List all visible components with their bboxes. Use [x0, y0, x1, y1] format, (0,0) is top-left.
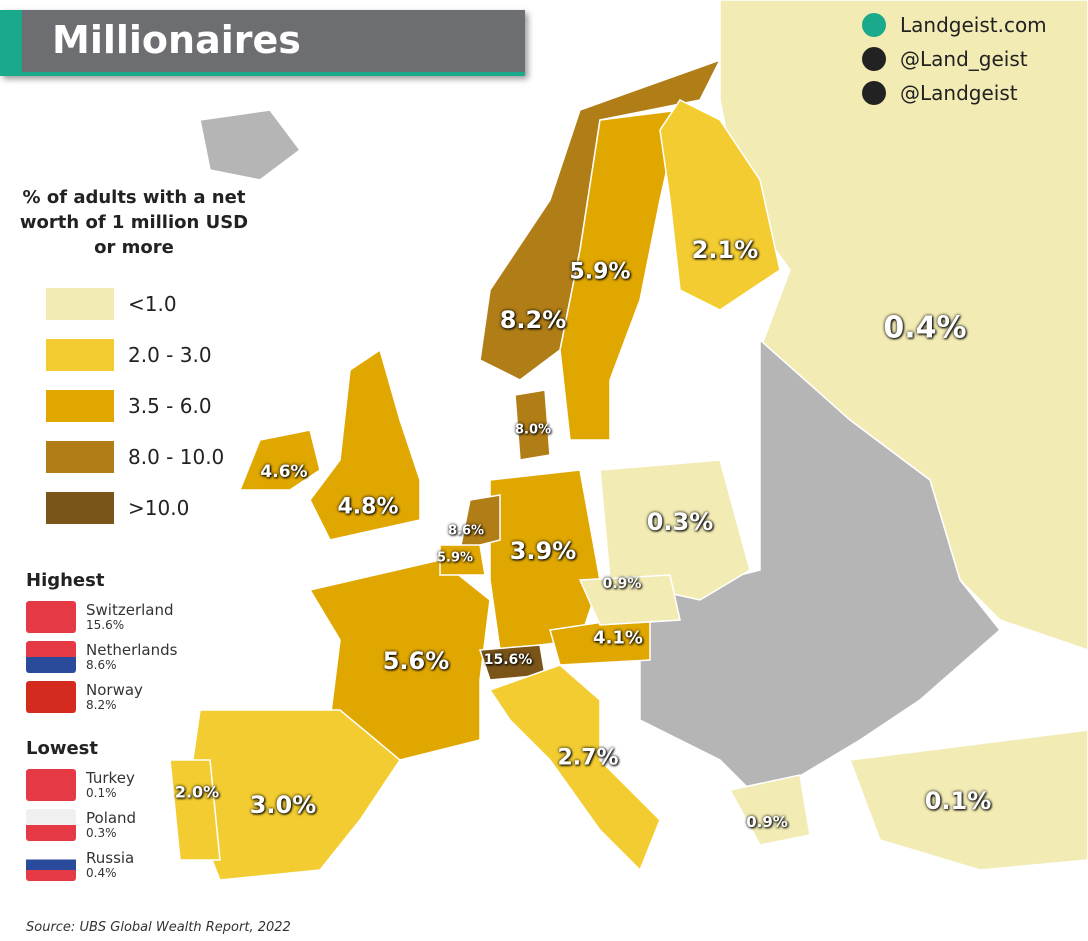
link-text[interactable]: @Landgeist	[900, 81, 1018, 105]
flag	[26, 769, 76, 801]
map-label: 5.9%	[569, 259, 631, 285]
legend-item: <1.0	[14, 278, 254, 329]
map-label: 0.9%	[602, 576, 642, 592]
source: Source: UBS Global Wealth Report, 2022	[26, 920, 291, 935]
rank-item: Russia 0.4%	[26, 845, 136, 885]
flag	[26, 809, 76, 841]
map-label: 4.1%	[593, 627, 643, 649]
rank-title: Lowest	[26, 738, 98, 759]
rank-country: Norway	[86, 681, 143, 699]
rank-value: 15.6%	[86, 618, 125, 632]
map-label: 0.4%	[883, 310, 967, 346]
legend: % of adults with a net worth of 1 millio…	[14, 185, 254, 533]
legend-label: 3.5 - 6.0	[128, 393, 212, 418]
map-label: 4.6%	[260, 462, 308, 482]
legend-item: 8.0 - 10.0	[14, 431, 254, 482]
link[interactable]: @Land_geist	[862, 42, 1047, 76]
rank-text: Turkey 0.1%	[86, 770, 135, 800]
map-label: 3.9%	[509, 537, 577, 565]
link-text[interactable]: @Land_geist	[900, 47, 1028, 71]
rank-value: 0.4%	[86, 866, 117, 880]
rank-text: Norway 8.2%	[86, 682, 143, 712]
map-label: 8.6%	[447, 523, 485, 539]
map-label: 0.3%	[646, 508, 714, 536]
italy	[488, 664, 661, 872]
rank-text: Poland 0.3%	[86, 810, 136, 840]
map-label: 3.0%	[249, 791, 317, 819]
legend-swatch	[46, 389, 114, 422]
links: Landgeist.com @Land_geist @Landgeist	[862, 8, 1047, 110]
rank-value: 8.2%	[86, 698, 117, 712]
portugal	[169, 759, 221, 861]
finland	[659, 99, 781, 311]
map-label: 0.1%	[924, 787, 992, 815]
map-label: 8.0%	[514, 422, 552, 438]
legend-item: 3.5 - 6.0	[14, 380, 254, 431]
legend-swatch	[46, 440, 114, 473]
map-label: 0.9%	[746, 813, 788, 831]
link-text[interactable]: Landgeist.com	[900, 13, 1047, 37]
map-label: 4.8%	[337, 494, 399, 520]
rank-text: Russia 0.4%	[86, 850, 134, 880]
rank-value: 0.3%	[86, 826, 117, 840]
czechia	[578, 574, 681, 626]
flag	[26, 681, 76, 713]
rank-value: 0.1%	[86, 786, 117, 800]
lowest: Lowest Turkey 0.1% Poland 0.3% Russia 0.4%	[26, 738, 136, 885]
map-label: 5.9%	[436, 550, 474, 566]
legend-label: <1.0	[128, 291, 177, 316]
netherlands	[459, 494, 501, 552]
denmark	[514, 389, 551, 461]
rank-country: Turkey	[86, 769, 135, 787]
link[interactable]: @Landgeist	[862, 76, 1047, 110]
rank-item: Turkey 0.1%	[26, 765, 136, 805]
rank-country: Russia	[86, 849, 135, 867]
legend-item: 2.0 - 3.0	[14, 329, 254, 380]
legend-item: >10.0	[14, 482, 254, 533]
flag	[26, 601, 76, 633]
map-label: 2.7%	[557, 745, 619, 771]
map-label: 5.6%	[382, 647, 450, 675]
poland	[599, 459, 751, 601]
belgium	[439, 544, 486, 576]
legend-label: 2.0 - 3.0	[128, 342, 212, 367]
link[interactable]: Landgeist.com	[862, 8, 1047, 42]
legend-label: >10.0	[128, 495, 190, 520]
map-label: 2.1%	[691, 236, 759, 264]
rank-item: Netherlands 8.6%	[26, 637, 177, 677]
map-label: 8.2%	[499, 306, 567, 334]
legend-swatch	[46, 287, 114, 320]
uk	[309, 348, 421, 541]
rank-text: Netherlands 8.6%	[86, 642, 177, 672]
legend-label: 8.0 - 10.0	[128, 444, 225, 469]
iceland	[199, 109, 302, 181]
greece	[728, 774, 811, 846]
map-label: 2.0%	[174, 782, 220, 802]
rank-text: Switzerland 15.6%	[86, 602, 174, 632]
map-label: 15.6%	[483, 652, 533, 668]
title-bar: Millionaires	[0, 10, 525, 76]
title: Millionaires	[52, 18, 301, 62]
legend-swatch	[46, 491, 114, 524]
legend-title: % of adults with a net worth of 1 millio…	[19, 187, 249, 258]
rank-item: Switzerland 15.6%	[26, 597, 177, 637]
rank-item: Norway 8.2%	[26, 677, 177, 717]
flag	[26, 849, 76, 881]
rank-item: Poland 0.3%	[26, 805, 136, 845]
highest: Highest Switzerland 15.6% Netherlands 8.6% No…	[26, 570, 177, 717]
eastern-europe	[639, 338, 1002, 801]
rank-country: Netherlands	[86, 641, 178, 659]
legend-swatch	[46, 338, 114, 371]
ireland	[238, 429, 321, 491]
rank-country: Switzerland	[86, 601, 174, 619]
rank-country: Poland	[86, 809, 137, 827]
rank-value: 8.6%	[86, 658, 117, 672]
flag	[26, 641, 76, 673]
turkey	[848, 729, 1088, 871]
rank-title: Highest	[26, 570, 105, 591]
